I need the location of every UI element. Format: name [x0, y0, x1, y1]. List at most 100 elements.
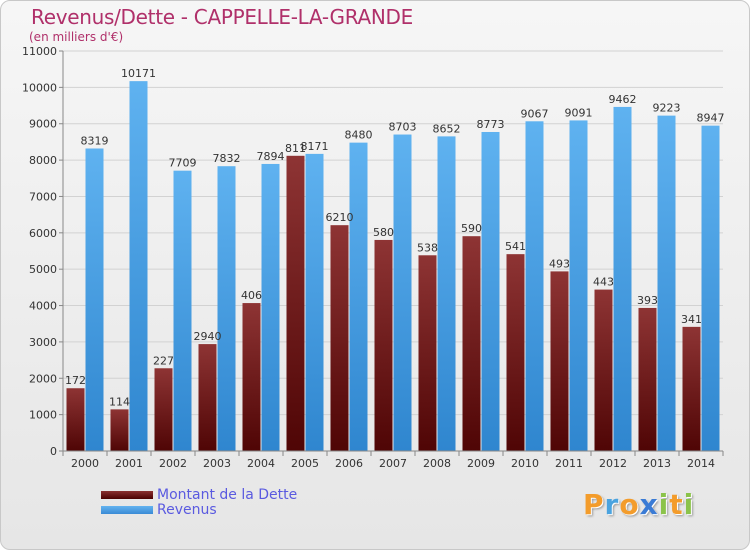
value-label-debt-2010: 541: [505, 240, 526, 253]
y-tick-label: 10000: [22, 81, 57, 94]
logo-letter: i: [658, 488, 670, 521]
value-label-revenue-2000: 8319: [81, 134, 109, 147]
bar-revenue-2008: [437, 136, 456, 451]
legend-label-debt: Montant de la Dette: [157, 486, 298, 503]
y-tick-label: 5000: [29, 263, 57, 276]
x-tick-label: 2010: [511, 457, 539, 470]
value-label-revenue-2002: 7709: [169, 157, 197, 170]
x-tick-label: 2014: [687, 457, 715, 470]
bar-revenue-2002: [173, 170, 192, 451]
bar-revenue-2010: [525, 121, 544, 452]
legend: Montant de la Dette Revenus: [101, 486, 298, 518]
logo-letter: r: [604, 488, 620, 521]
bar-revenue-2003: [217, 166, 236, 451]
chart-title: Revenus/Dette - CAPPELLE-LA-GRANDE: [31, 5, 413, 29]
bar-debt-2004: [242, 303, 261, 451]
x-tick-label: 2004: [247, 457, 275, 470]
x-axis-ticks: 2000 2001 2002 2003 2004 2005 2006 2007 2008 2009…: [62, 451, 724, 470]
value-label-debt-2006: 6210: [326, 211, 354, 224]
value-label-revenue-2004: 7894: [257, 150, 285, 163]
value-label-debt-2014: 341: [681, 313, 702, 326]
value-label-debt-2013: 393: [637, 294, 658, 307]
logo-letter: P: [583, 488, 605, 521]
value-label-revenue-2008: 8652: [433, 122, 461, 135]
y-tick-label: 0: [50, 445, 57, 458]
bar-revenue-2004: [261, 163, 280, 452]
value-label-revenue-2009: 8773: [477, 118, 505, 131]
bar-debt-2008: [418, 255, 437, 451]
y-tick-label: 1000: [29, 409, 57, 422]
x-tick-label: 2001: [115, 457, 143, 470]
value-label-debt-2004: 406: [241, 289, 262, 302]
x-tick-label: 2003: [203, 457, 231, 470]
x-tick-label: 2008: [423, 457, 451, 470]
value-label-debt-2007: 580: [373, 226, 394, 239]
y-tick-label: 6000: [29, 227, 57, 240]
bar-debt-2009: [462, 236, 481, 451]
value-label-debt-2003: 2940: [194, 330, 222, 343]
value-label-revenue-2007: 8703: [389, 121, 417, 134]
bar-debt-2003: [198, 344, 217, 451]
bar-revenue-2000: [85, 148, 104, 451]
y-tick-label: 2000: [29, 372, 57, 385]
value-label-debt-2002: 227: [153, 354, 174, 367]
legend-item-revenue: Revenus: [101, 501, 297, 518]
bar-revenue-2001: [129, 81, 148, 452]
bar-revenue-2013: [657, 115, 676, 452]
y-tick-label: 9000: [29, 118, 57, 131]
legend-swatch-revenue: [101, 505, 153, 514]
bars-group: [66, 81, 720, 452]
logo-letter: o: [619, 488, 640, 521]
bar-debt-2001: [110, 409, 129, 451]
value-labels: 172 8319 114 10171 227 7709 2940 7832 406 7894811…: [65, 67, 725, 408]
y-tick-label: 8000: [29, 154, 57, 167]
value-label-debt-2000: 172: [65, 374, 86, 387]
legend-label-revenue: Revenus: [157, 501, 217, 518]
bar-debt-2011: [550, 271, 569, 451]
x-tick-label: 2000: [71, 457, 99, 470]
x-tick-label: 2006: [335, 457, 363, 470]
x-tick-label: 2002: [159, 457, 187, 470]
grid-lines: [63, 50, 723, 416]
bar-revenue-2007: [393, 134, 412, 451]
value-label-revenue-2005: 8171: [301, 140, 329, 153]
x-tick-label: 2005: [291, 457, 319, 470]
y-axis-ticks: 0 1000 2000 3000 4000 5000 6000 7000 8000 9000 100…: [22, 45, 63, 458]
logo-letter: i: [683, 488, 695, 521]
bar-debt-2014: [682, 326, 701, 451]
x-tick-label: 2009: [467, 457, 495, 470]
y-tick-label: 4000: [29, 300, 57, 313]
value-label-revenue-2003: 7832: [213, 152, 241, 165]
bar-debt-2010: [506, 254, 525, 451]
value-label-debt-2001: 114: [109, 395, 130, 408]
value-label-debt-2012: 443: [593, 276, 614, 289]
value-label-debt-2009: 590: [461, 222, 482, 235]
proxiti-logo: Proxiti: [583, 488, 694, 521]
logo-letter: t: [669, 488, 684, 521]
value-label-revenue-2012: 9462: [609, 93, 637, 106]
value-label-revenue-2001: 10171: [121, 67, 156, 80]
bar-revenue-2014: [701, 125, 720, 452]
x-tick-label: 2012: [599, 457, 627, 470]
bar-debt-2013: [638, 307, 657, 451]
value-label-revenue-2010: 9067: [521, 107, 549, 120]
bar-debt-2007: [374, 239, 393, 451]
value-label-revenue-2013: 9223: [653, 102, 681, 115]
value-label-debt-2008: 538: [417, 241, 438, 254]
x-tick-label: 2011: [555, 457, 583, 470]
bar-debt-2002: [154, 368, 173, 451]
value-label-revenue-2006: 8480: [345, 129, 373, 142]
bar-revenue-2006: [349, 142, 368, 452]
bar-debt-2000: [66, 388, 85, 451]
legend-swatch-debt: [101, 490, 153, 499]
y-tick-label: 7000: [29, 190, 57, 203]
bar-revenue-2012: [613, 106, 632, 451]
y-tick-label: 3000: [29, 336, 57, 349]
bar-revenue-2011: [569, 120, 588, 451]
value-label-debt-2011: 493: [549, 257, 570, 270]
legend-item-debt: Montant de la Dette: [101, 486, 298, 503]
value-label-revenue-2011: 9091: [565, 106, 593, 119]
value-label-revenue-2014: 8947: [697, 112, 725, 125]
bar-debt-2006: [330, 225, 349, 451]
